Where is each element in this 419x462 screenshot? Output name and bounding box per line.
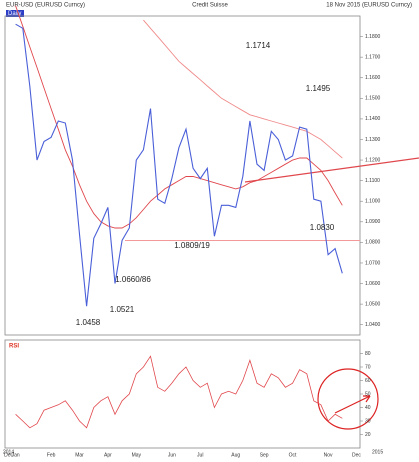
x-tick-label: Sep [260,452,269,458]
arrow [334,395,371,414]
source: Credit Suisse [192,3,228,9]
y-tick-label: 70 [365,364,371,370]
x-tick-label: Apr [104,452,112,458]
x-tick-label: Jul [197,452,203,458]
y-tick-label: 1.0500 [365,301,381,307]
year-label: 2014 [3,449,14,455]
date: 18 Nov 2015 (EURUSD Curncy) [326,3,412,9]
x-tick-label: Feb [47,452,56,458]
x-tick-label: Dec [352,452,361,458]
moving-average [143,19,343,159]
x-tick-label: Mar [75,452,84,458]
y-tick-label: 1.1700 [365,54,381,60]
y-tick-label: 60 [365,378,371,384]
rsi-line [15,355,343,429]
annotation: 1.0660/86 [115,275,151,284]
rsi-title: RSI [9,344,19,350]
legend-label: Daily [8,11,21,17]
x-tick-label: Aug [231,452,240,458]
y-tick-label: 50 [365,391,371,397]
trend-line [244,157,419,183]
price-line [15,23,343,307]
y-tick-label: 80 [365,351,371,357]
x-tick-label: Oct [289,452,297,458]
y-tick-label: 1.0400 [365,322,381,328]
annotation: 1.1714 [246,41,271,50]
highlight-circle [317,368,379,430]
annotation: 1.0521 [110,305,135,314]
annotation: 1.0458 [76,318,101,327]
annotation: 1.0830 [310,223,335,232]
x-tick-label: Dec [4,452,13,458]
y-tick-label: 1.0800 [365,240,381,246]
y-tick-label: 1.0900 [365,219,381,225]
legend-box [6,10,24,17]
y-tick-label: 1.1200 [365,157,381,163]
annotation: 1.1495 [306,84,331,93]
moving-average [15,5,343,229]
y-tick-label: 40 [365,405,371,411]
y-tick-label: 1.1100 [365,178,380,184]
chart-title: EUR-USD (EURUSD Curncy) [6,3,85,9]
y-tick-label: 1.1400 [365,116,381,122]
y-tick-label: 1.0600 [365,281,381,287]
y-tick-label: 1.1000 [365,199,381,205]
x-tick-label: Jan [12,452,20,458]
x-tick-label: May [132,452,142,458]
y-tick-label: 20 [365,432,371,438]
y-tick-label: 30 [365,418,371,424]
y-tick-label: 1.1600 [365,75,381,81]
arrow-head [363,395,371,403]
price-panel [4,15,361,336]
x-tick-label: Nov [324,452,333,458]
annotation: 1.0809/19 [174,241,210,250]
year-label: 2015 [372,449,383,455]
y-tick-label: 1.1500 [365,96,381,102]
y-tick-label: 1.1300 [365,137,381,143]
x-tick-label: Jun [168,452,176,458]
y-tick-label: 1.0700 [365,260,381,266]
y-tick-label: 1.1800 [365,34,381,40]
